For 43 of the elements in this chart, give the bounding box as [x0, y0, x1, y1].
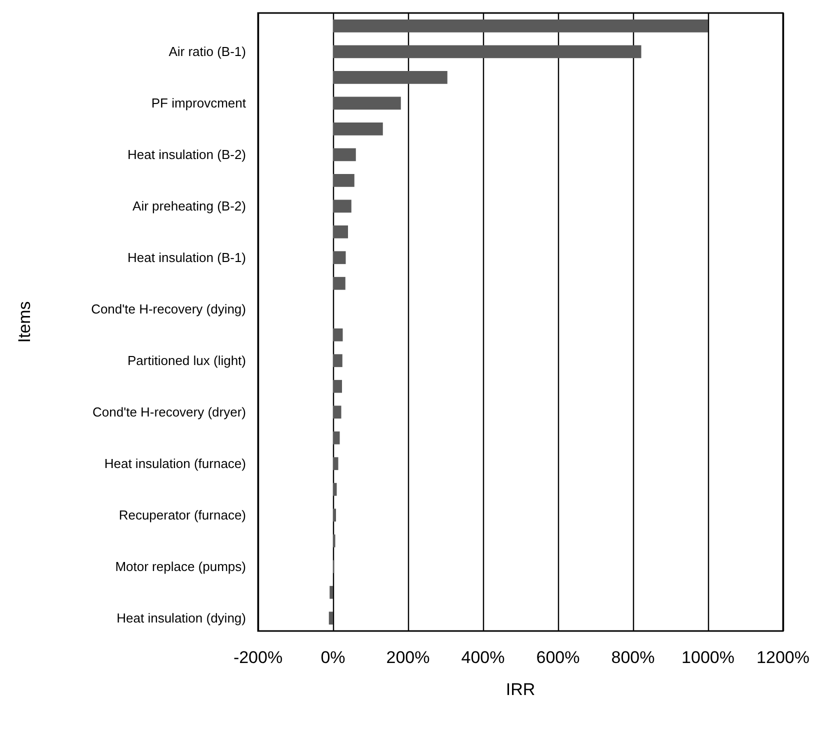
bar	[333, 122, 383, 136]
y-tick-label: Partitioned lux (light)	[128, 353, 246, 368]
y-tick-label: Air ratio (B-1)	[168, 44, 246, 60]
bar	[333, 380, 342, 393]
x-tick-label: 400%	[461, 648, 505, 667]
bar	[333, 174, 354, 187]
bar	[333, 482, 337, 496]
y-tick-label: Recuperator (furnace)	[118, 508, 246, 523]
bar	[333, 276, 346, 290]
bar	[333, 406, 342, 419]
bar	[333, 457, 338, 470]
bar	[333, 148, 356, 162]
bar	[333, 354, 342, 368]
bar	[333, 508, 336, 522]
y-axis-title: Items	[15, 301, 34, 343]
x-tick-label: 600%	[536, 648, 580, 667]
y-tick-label: Heat insulation (dying)	[116, 610, 246, 626]
bar	[328, 612, 333, 625]
y-tick-label: Air preheating (B-2)	[132, 198, 246, 214]
bar	[333, 19, 708, 32]
x-axis-title: IRR	[506, 680, 536, 699]
x-tick-label: 200%	[386, 648, 430, 667]
y-tick-label: Heat insulation (furnace)	[104, 456, 246, 472]
bar	[333, 96, 401, 110]
x-tick-label: 0%	[320, 648, 346, 667]
bar	[330, 586, 333, 599]
y-tick-label: Cond'te H-recovery (dying)	[91, 302, 246, 317]
y-tick-label: PF improvcment	[151, 96, 246, 111]
y-tick-label: Heat insulation (B-2)	[128, 147, 246, 162]
y-tick-label: Heat insulation (B-1)	[128, 250, 246, 266]
bar	[333, 225, 348, 238]
bar	[333, 200, 352, 213]
bar	[333, 45, 642, 58]
x-tick-label: 1000%	[682, 648, 734, 667]
bar	[333, 328, 343, 342]
y-tick-label: Cond'te H-recovery (dryer)	[92, 404, 246, 420]
bar	[333, 251, 346, 264]
x-tick-label: 1200%	[756, 648, 810, 667]
x-tick-label: -200%	[233, 648, 283, 667]
x-tick-label: 800%	[611, 648, 655, 667]
bar	[333, 431, 340, 444]
bar	[333, 70, 448, 84]
y-tick-label: Motor replace (pumps)	[115, 559, 246, 574]
